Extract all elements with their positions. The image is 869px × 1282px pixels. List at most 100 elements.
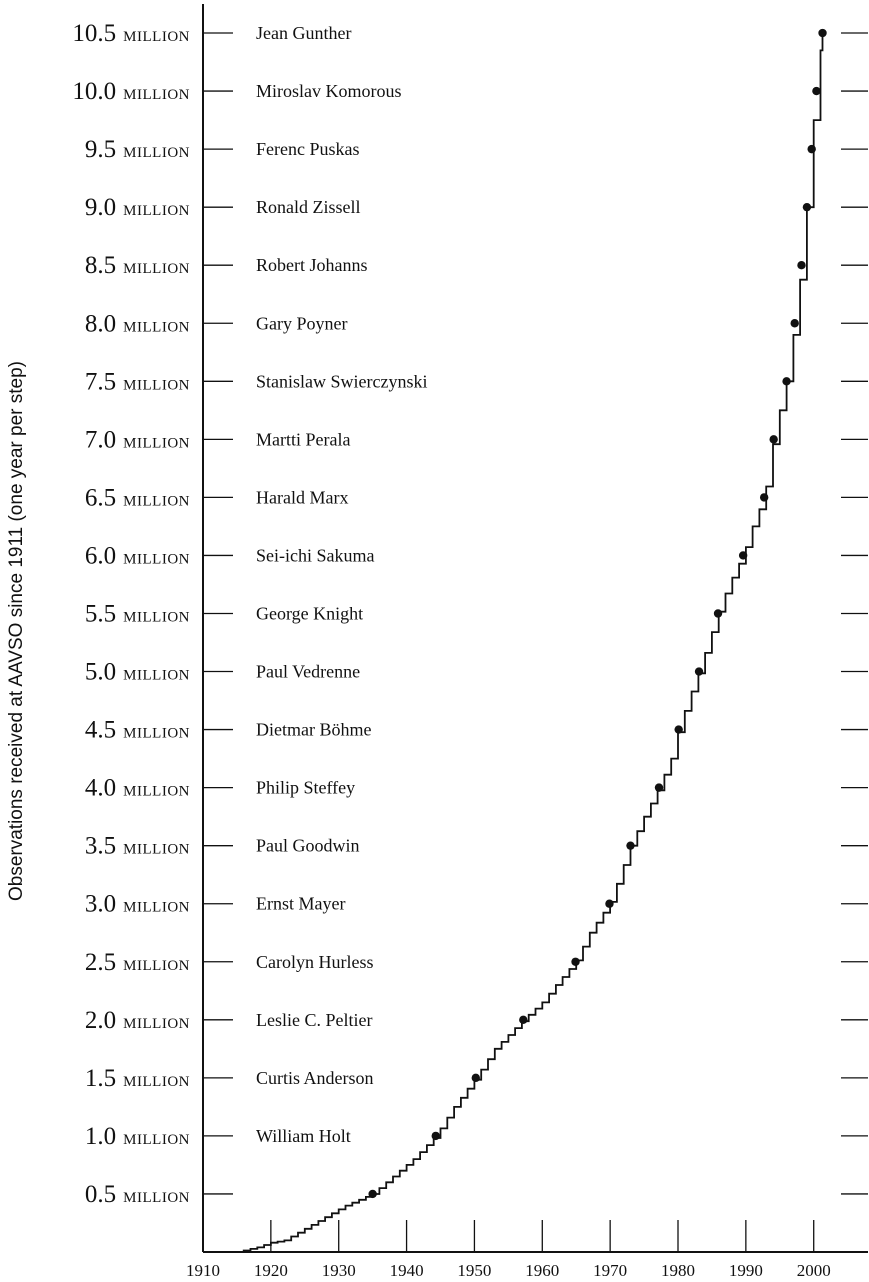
y-tick-unit: MILLION — [123, 1074, 190, 1090]
y-tick-unit: MILLION — [123, 551, 190, 567]
observer-name: William Holt — [256, 1126, 351, 1146]
y-tick-number: 1.0 — [85, 1123, 116, 1150]
milestone-point — [431, 1131, 440, 1141]
observer-name: Sei-ichi Sakuma — [256, 545, 374, 565]
y-tick-unit: MILLION — [123, 377, 190, 393]
milestone-point — [713, 609, 723, 618]
milestone-point — [738, 551, 748, 560]
milestone-point — [571, 957, 580, 966]
y-tick-label: 8.5 MILLION — [85, 252, 190, 279]
cumulative-observations-line — [209, 33, 824, 1253]
milestone-point — [694, 667, 704, 676]
milestone-point — [769, 435, 778, 444]
y-tick-unit: MILLION — [123, 319, 190, 335]
observer-name: Ernst Mayer — [256, 894, 345, 914]
milestone-point — [759, 493, 769, 502]
x-tick-label: 1910 — [186, 1261, 220, 1280]
y-tick-number: 2.0 — [85, 1007, 116, 1034]
observer-name: Dietmar Böhme — [256, 720, 371, 740]
y-tick-unit: MILLION — [123, 1190, 190, 1206]
y-tick-label: 3.5 MILLION — [85, 833, 190, 860]
y-tick-number: 4.0 — [85, 775, 116, 802]
milestone-point — [812, 86, 821, 96]
y-tick-number: 2.5 — [85, 949, 116, 976]
x-tick-label: 1990 — [729, 1261, 763, 1280]
y-tick-label: 2.0 MILLION — [85, 1007, 190, 1034]
x-tick-label: 2000 — [797, 1261, 831, 1280]
y-tick-label: 1.5 MILLION — [85, 1065, 190, 1092]
y-tick-number: 8.0 — [85, 310, 116, 337]
y-tick-number: 6.0 — [85, 542, 116, 569]
x-tick-label: 1980 — [661, 1261, 695, 1280]
y-tick-number: 9.0 — [85, 194, 116, 221]
y-tick-unit: MILLION — [123, 87, 190, 103]
milestone-point — [674, 725, 683, 734]
milestone-point — [790, 319, 799, 328]
y-tick-label: 4.5 MILLION — [85, 717, 190, 744]
milestone-point — [368, 1189, 377, 1199]
milestone-point — [807, 144, 816, 154]
y-tick-number: 5.5 — [85, 600, 116, 627]
y-tick-unit: MILLION — [123, 435, 190, 451]
observer-name: Ferenc Puskas — [256, 139, 359, 159]
y-tick-number: 10.0 — [72, 78, 116, 105]
y-tick-number: 7.5 — [85, 368, 116, 395]
milestone-point — [626, 841, 635, 850]
y-tick-unit: MILLION — [123, 1016, 190, 1032]
y-tick-unit: MILLION — [123, 1132, 190, 1148]
y-tick-number: 1.5 — [85, 1065, 116, 1092]
y-tick-number: 0.5 — [85, 1181, 116, 1208]
milestone-point — [797, 261, 806, 270]
y-tick-label: 5.5 MILLION — [85, 600, 190, 627]
y-tick-label: 2.5 MILLION — [85, 949, 190, 976]
y-tick-unit: MILLION — [123, 609, 190, 625]
y-tick-label: 0.5 MILLION — [85, 1181, 190, 1208]
y-tick-unit: MILLION — [123, 900, 190, 916]
observer-name: Leslie C. Peltier — [256, 1010, 372, 1030]
milestone-point — [818, 28, 827, 38]
y-tick-unit: MILLION — [123, 493, 190, 509]
y-tick-unit: MILLION — [123, 145, 190, 161]
observer-name: Paul Goodwin — [256, 836, 360, 856]
milestone-point — [782, 377, 791, 386]
observer-name: Miroslav Komorous — [256, 81, 402, 101]
y-ticks — [203, 32, 868, 1195]
observer-name: Stanislaw Swierczynski — [256, 371, 427, 391]
y-tick-number: 10.5 — [72, 20, 116, 47]
y-tick-labels: 0.5 MILLION 1.0 MILLION 1.5 MILLION 2.0 MILLION… — [72, 20, 190, 1208]
observer-name: Ronald Zissell — [256, 197, 361, 217]
y-axis-title: Observations received at AAVSO since 191… — [6, 361, 27, 901]
milestone-point — [802, 202, 812, 212]
y-tick-number: 4.5 — [85, 717, 116, 744]
x-tick-label: 1930 — [322, 1261, 356, 1280]
observer-name: Carolyn Hurless — [256, 952, 373, 972]
plot-area — [209, 28, 827, 1253]
y-tick-unit: MILLION — [123, 726, 190, 742]
x-axis: 1910 1920 1930 1940 1950 1960 1970 1980 1990 2000 — [186, 4, 868, 1280]
observer-name: Philip Steffey — [256, 778, 355, 798]
y-tick-number: 3.5 — [85, 833, 116, 860]
y-tick-label: 4.0 MILLION — [85, 775, 190, 802]
y-tick-number: 7.0 — [85, 426, 116, 453]
observer-name: Curtis Anderson — [256, 1068, 374, 1088]
y-tick-number: 8.5 — [85, 252, 116, 279]
x-tick-label: 1940 — [390, 1261, 424, 1280]
y-tick-label: 5.0 MILLION — [85, 659, 190, 686]
y-tick-label: 1.0 MILLION — [85, 1123, 190, 1150]
y-tick-label: 7.5 MILLION — [85, 368, 190, 395]
observer-name: Jean Gunther — [256, 23, 351, 43]
y-tick-number: 5.0 — [85, 659, 116, 686]
y-tick-unit: MILLION — [123, 668, 190, 684]
y-tick-unit: MILLION — [123, 203, 190, 219]
observer-name: George Knight — [256, 603, 363, 623]
x-tick-label: 1970 — [593, 1261, 627, 1280]
y-tick-unit: MILLION — [123, 261, 190, 277]
x-tick-label: 1920 — [254, 1261, 288, 1280]
milestone-point — [605, 899, 614, 908]
y-tick-number: 9.5 — [85, 136, 116, 163]
y-tick-label: 9.0 MILLION — [85, 194, 190, 221]
y-tick-label: 6.5 MILLION — [85, 484, 190, 511]
observer-name: Paul Vedrenne — [256, 662, 360, 682]
x-tick-label: 1960 — [525, 1261, 559, 1280]
